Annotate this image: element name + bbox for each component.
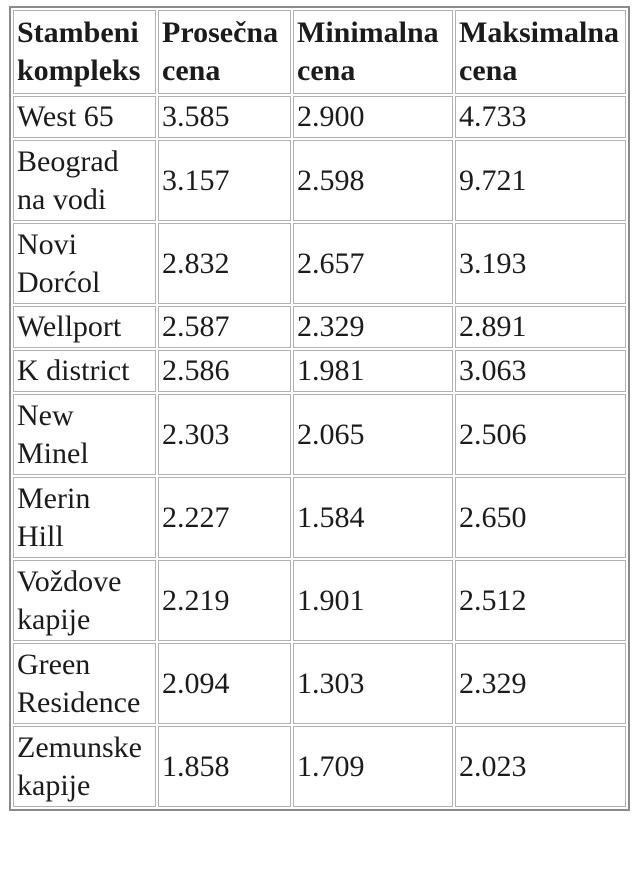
min-price-cell: 2.657 bbox=[293, 223, 453, 304]
complex-name-cell: Merin Hill bbox=[13, 477, 156, 558]
avg-price-cell: 2.303 bbox=[158, 394, 291, 475]
complex-name-cell: Wellport bbox=[13, 306, 156, 348]
table-body: West 65 3.585 2.900 4.733 Beograd na vodi 3.1… bbox=[13, 96, 626, 807]
table-row: Beograd na vodi 3.157 2.598 9.721 bbox=[13, 140, 626, 221]
max-price-cell: 2.329 bbox=[455, 643, 626, 724]
complex-name-cell: Beograd na vodi bbox=[13, 140, 156, 221]
avg-price-cell: 3.585 bbox=[158, 96, 291, 138]
max-price-cell: 2.512 bbox=[455, 560, 626, 641]
avg-price-cell: 2.227 bbox=[158, 477, 291, 558]
complex-name-cell: New Minel bbox=[13, 394, 156, 475]
col-header-avg-price: Prosečna cena bbox=[158, 10, 291, 94]
table-row: Merin Hill 2.227 1.584 2.650 bbox=[13, 477, 626, 558]
min-price-cell: 1.303 bbox=[293, 643, 453, 724]
avg-price-cell: 1.858 bbox=[158, 726, 291, 807]
avg-price-cell: 3.157 bbox=[158, 140, 291, 221]
min-price-cell: 1.901 bbox=[293, 560, 453, 641]
max-price-cell: 2.506 bbox=[455, 394, 626, 475]
table-row: Wellport 2.587 2.329 2.891 bbox=[13, 306, 626, 348]
table-header-row: Stambeni kompleks Prosečna cena Minimaln… bbox=[13, 10, 626, 94]
max-price-cell: 3.063 bbox=[455, 350, 626, 392]
col-header-min-price: Minimalna cena bbox=[293, 10, 453, 94]
table-row: Zemunske kapije 1.858 1.709 2.023 bbox=[13, 726, 626, 807]
complex-name-cell: Green Residence bbox=[13, 643, 156, 724]
table-row: Green Residence 2.094 1.303 2.329 bbox=[13, 643, 626, 724]
complex-name-cell: Voždove kapije bbox=[13, 560, 156, 641]
max-price-cell: 2.023 bbox=[455, 726, 626, 807]
max-price-cell: 2.650 bbox=[455, 477, 626, 558]
min-price-cell: 1.709 bbox=[293, 726, 453, 807]
page: Stambeni kompleks Prosečna cena Minimaln… bbox=[0, 6, 640, 871]
max-price-cell: 9.721 bbox=[455, 140, 626, 221]
complex-name-cell: K district bbox=[13, 350, 156, 392]
price-table: Stambeni kompleks Prosečna cena Minimaln… bbox=[9, 6, 630, 811]
table-header: Stambeni kompleks Prosečna cena Minimaln… bbox=[13, 10, 626, 94]
col-header-complex: Stambeni kompleks bbox=[13, 10, 156, 94]
table-row: Novi Dorćol 2.832 2.657 3.193 bbox=[13, 223, 626, 304]
max-price-cell: 2.891 bbox=[455, 306, 626, 348]
table-row: New Minel 2.303 2.065 2.506 bbox=[13, 394, 626, 475]
min-price-cell: 1.584 bbox=[293, 477, 453, 558]
table-row: Voždove kapije 2.219 1.901 2.512 bbox=[13, 560, 626, 641]
avg-price-cell: 2.094 bbox=[158, 643, 291, 724]
complex-name-cell: Zemunske kapije bbox=[13, 726, 156, 807]
table-row: West 65 3.585 2.900 4.733 bbox=[13, 96, 626, 138]
complex-name-cell: West 65 bbox=[13, 96, 156, 138]
avg-price-cell: 2.219 bbox=[158, 560, 291, 641]
avg-price-cell: 2.832 bbox=[158, 223, 291, 304]
max-price-cell: 3.193 bbox=[455, 223, 626, 304]
min-price-cell: 2.329 bbox=[293, 306, 453, 348]
table-row: K district 2.586 1.981 3.063 bbox=[13, 350, 626, 392]
col-header-max-price: Maksimalna cena bbox=[455, 10, 626, 94]
min-price-cell: 2.598 bbox=[293, 140, 453, 221]
min-price-cell: 2.065 bbox=[293, 394, 453, 475]
min-price-cell: 2.900 bbox=[293, 96, 453, 138]
complex-name-cell: Novi Dorćol bbox=[13, 223, 156, 304]
min-price-cell: 1.981 bbox=[293, 350, 453, 392]
max-price-cell: 4.733 bbox=[455, 96, 626, 138]
avg-price-cell: 2.586 bbox=[158, 350, 291, 392]
avg-price-cell: 2.587 bbox=[158, 306, 291, 348]
